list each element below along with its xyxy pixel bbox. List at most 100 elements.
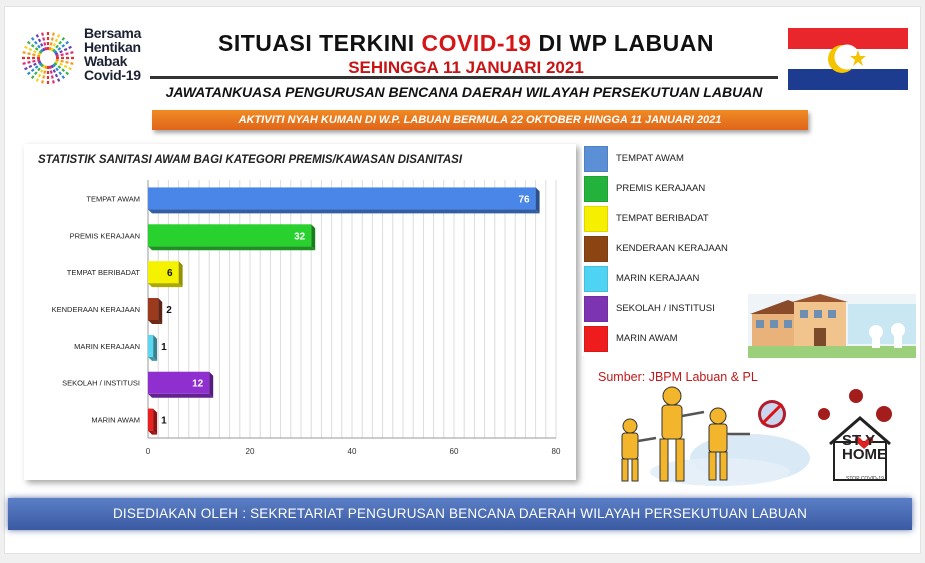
bar-bottom — [148, 430, 158, 435]
data-label: 32 — [294, 231, 306, 242]
legend-swatch — [584, 296, 608, 322]
x-tick-label: 0 — [146, 447, 151, 456]
data-label: 6 — [167, 268, 173, 279]
x-tick-label: 20 — [246, 447, 255, 456]
data-label: 1 — [161, 342, 167, 353]
sunburst-ray — [48, 32, 55, 51]
legend-swatch — [584, 146, 608, 172]
data-label: 76 — [518, 194, 530, 205]
logo-line: Covid-19 — [84, 67, 141, 83]
sunburst-ray — [41, 32, 48, 51]
chart-panel: STATISTIK SANITASI AWAM BAGI KATEGORI PR… — [24, 144, 576, 480]
legend-item: SEKOLAH / INSTITUSI — [584, 296, 748, 322]
legend-label: MARIN AWAM — [616, 333, 678, 344]
campaign-logo: Bersama Hentikan Wabak Covid-19 — [20, 24, 170, 94]
x-tick-label: 60 — [450, 447, 459, 456]
data-label: 2 — [166, 305, 172, 316]
stay-home-text: ST Y HOME — [842, 432, 887, 463]
sunburst-ray — [30, 63, 44, 80]
title-highlight: COVID-19 — [421, 30, 532, 56]
date-line: SEHINGGA 11 JANUARI 2021 — [348, 58, 584, 77]
sunburst-ray — [54, 60, 72, 71]
chart-title: STATISTIK SANITASI AWAM BAGI KATEGORI PR… — [38, 154, 463, 166]
chart-legend: TEMPAT AWAM PREMIS KERAJAAN TEMPAT BERIB… — [582, 146, 748, 356]
bar-side — [153, 408, 158, 435]
legend-label: SEKOLAH / INSTITUSI — [616, 303, 715, 314]
logo-text: Bersama Hentikan Wabak Covid-19 — [84, 26, 141, 82]
data-label: 12 — [192, 379, 204, 390]
title-divider — [150, 76, 778, 79]
category-label: PREMIS KERAJAAN — [70, 231, 140, 240]
committee-subtitle: JAWATANKUASA PENGURUSAN BENCANA DAERAH W… — [165, 84, 763, 100]
bar — [148, 334, 154, 357]
sunburst-ray — [48, 65, 55, 84]
sunburst-ray — [52, 63, 66, 80]
bar-bottom — [148, 393, 214, 398]
x-tick-label: 80 — [552, 447, 561, 456]
logo-line: Hentikan — [84, 39, 141, 55]
bar — [148, 371, 210, 394]
legend-swatch — [584, 176, 608, 202]
legend-item: PREMIS KERAJAAN — [584, 176, 748, 202]
house-icon — [818, 389, 892, 481]
bar-bottom — [148, 320, 163, 324]
bar-side — [311, 224, 316, 251]
data-source: Sumber: JBPM Labuan & PL — [598, 370, 758, 384]
legend-swatch — [584, 266, 608, 292]
bar-bottom — [148, 246, 316, 251]
labuan-flag-icon — [788, 28, 908, 90]
sunburst-icon — [22, 32, 74, 84]
page-title: SITUASI TERKINI COVID-19 DI WP LABUAN — [186, 30, 746, 57]
legend-swatch — [584, 236, 608, 262]
legend-label: PREMIS KERAJAAN — [616, 183, 706, 194]
bar-side — [535, 187, 540, 214]
legend-item: MARIN AWAM — [584, 326, 748, 352]
sunburst-ray — [54, 45, 72, 56]
data-label: 1 — [161, 416, 167, 427]
logo-line: Wabak — [84, 53, 128, 69]
sunburst-ray — [41, 65, 48, 84]
sunburst-ray — [55, 51, 74, 58]
title-part-2: DI WP LABUAN — [531, 30, 714, 56]
legend-label: TEMPAT AWAM — [616, 153, 684, 164]
category-label: SEKOLAH / INSTITUSI — [62, 379, 140, 388]
sunburst-ray — [22, 51, 41, 58]
legend-label: MARIN KERAJAAN — [616, 273, 700, 284]
category-label: TEMPAT AWAM — [86, 194, 140, 203]
stay-home-line-1: ST Y — [842, 432, 876, 449]
bar — [148, 298, 159, 320]
legend-item: KENDERAAN KERAJAAN — [584, 236, 748, 262]
bar-chart: 0 20 40 60 80 TEMPAT AWAM 76 PREMIS KERAJAAN 32 T… — [52, 180, 561, 456]
bar — [148, 187, 536, 210]
category-label: MARIN AWAM — [91, 416, 140, 425]
stay-home-caption: STOP COVID-19 — [846, 476, 884, 482]
legend-swatch — [584, 326, 608, 352]
bar-bottom — [148, 283, 183, 288]
activity-banner: AKTIVITI NYAH KUMAN DI W.P. LABUAN BERMU… — [152, 110, 808, 130]
bar — [148, 261, 179, 284]
bar-bottom — [148, 209, 540, 214]
bar-bottom — [148, 356, 158, 361]
stay-home-line-2: HOME — [842, 446, 887, 463]
bar-side — [178, 261, 183, 288]
sunburst-ray — [24, 60, 42, 71]
bar-side — [158, 298, 163, 324]
category-label: MARIN KERAJAAN — [74, 342, 140, 351]
bar — [148, 224, 312, 247]
legend-item: TEMPAT AWAM — [584, 146, 748, 172]
sunburst-ray — [50, 34, 61, 52]
x-tick-label: 40 — [348, 447, 357, 456]
legend-swatch — [584, 206, 608, 232]
disinfection-workers-illustration — [621, 386, 810, 486]
school-building-illustration — [748, 294, 916, 358]
title-part-1: SITUASI TERKINI — [217, 30, 422, 56]
legend-label: TEMPAT BERIBADAT — [616, 213, 709, 224]
sunburst-ray — [35, 64, 46, 82]
category-label: KENDERAAN KERAJAAN — [52, 305, 140, 314]
virus-icon — [758, 400, 786, 428]
sunburst-ray — [24, 45, 42, 56]
sunburst-ray — [22, 58, 41, 65]
bar-side — [209, 371, 214, 398]
bar-side — [153, 334, 158, 361]
legend-label: KENDERAAN KERAJAAN — [616, 243, 728, 254]
